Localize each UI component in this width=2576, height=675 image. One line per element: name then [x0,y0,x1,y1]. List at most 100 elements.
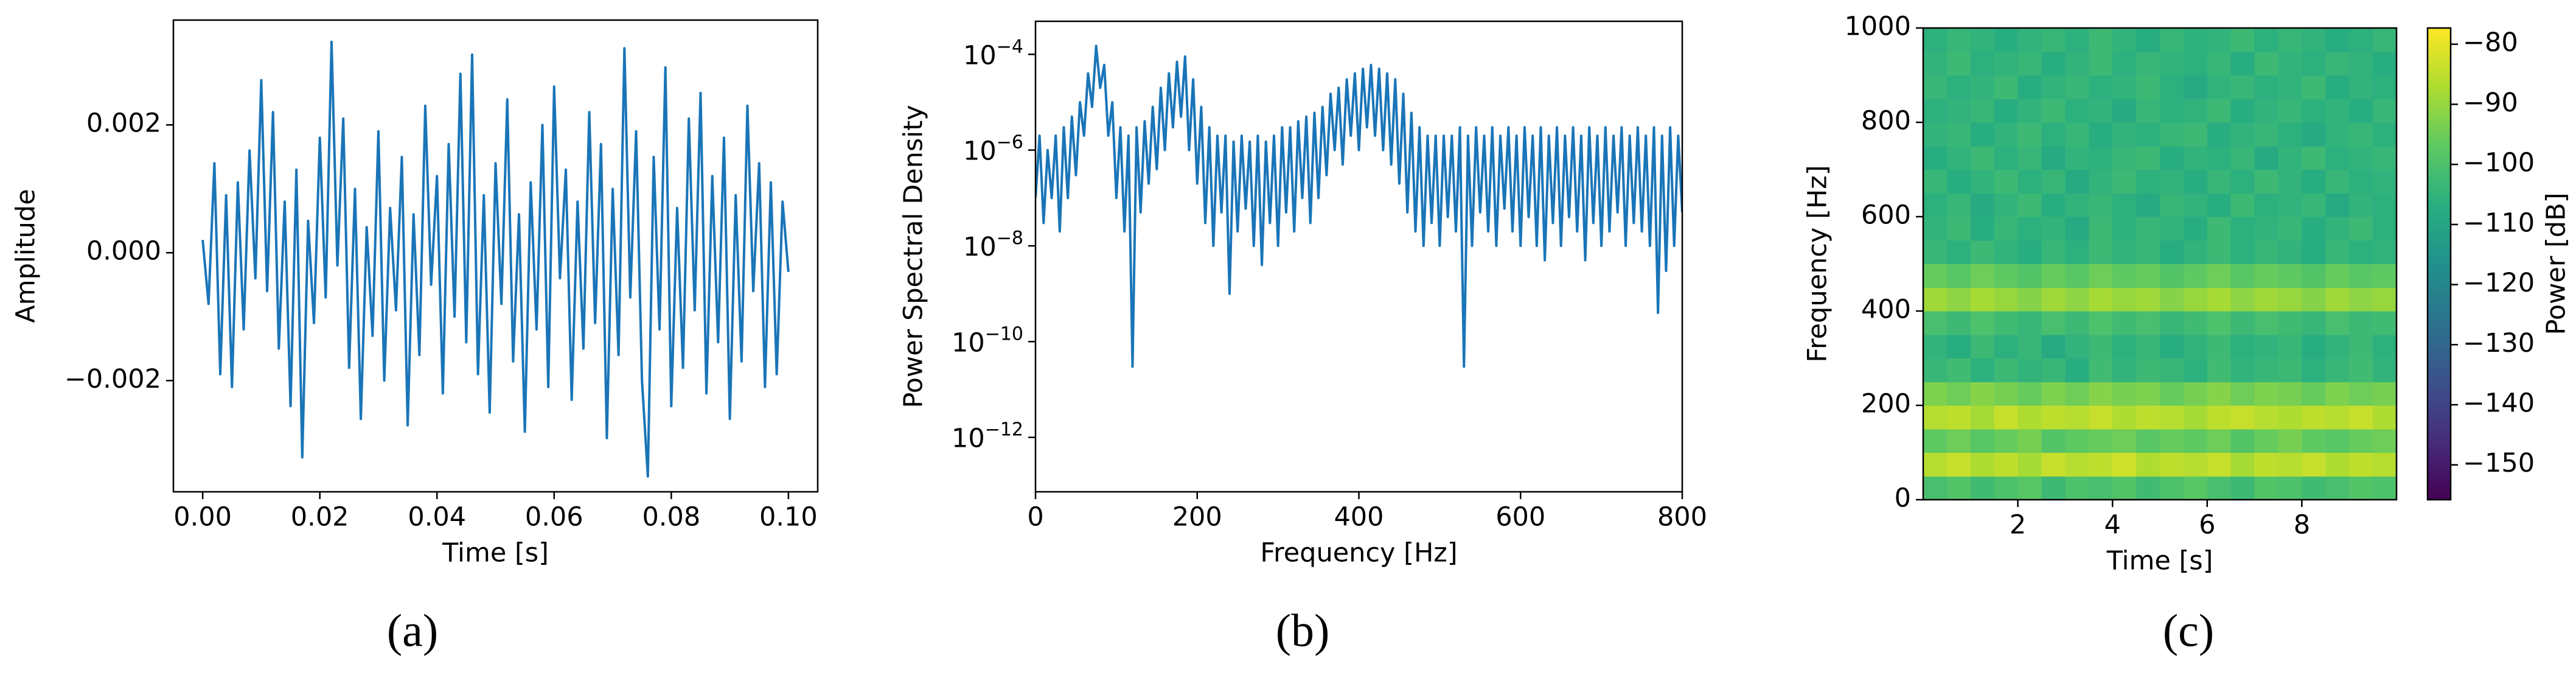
heatmap-cell [2017,358,2042,382]
heatmap-cell [2136,264,2160,288]
heatmap-cell [1994,405,2019,430]
heatmap-cell [2349,240,2373,265]
heatmap-cell [2230,405,2255,430]
heatmap-cell [1923,334,1948,359]
heatmap-cell [2089,75,2113,99]
heatmap-cell [2230,28,2255,52]
heatmap-cell [2065,75,2089,99]
heatmap-cell [2207,264,2232,288]
heatmap-cell [2089,28,2113,52]
heatmap-cell [2160,264,2184,288]
heatmap-cell [2089,145,2113,170]
heatmap-cell [1946,358,1971,382]
heatmap-cell [1946,452,1971,477]
heatmap-cell [2373,169,2397,194]
heatmap-cell [2041,264,2066,288]
heatmap-cell [2017,169,2042,194]
heatmap-cell [2230,476,2255,500]
heatmap-cell [2017,217,2042,241]
heatmap-cell [2254,382,2279,406]
caption: (a) [387,605,438,656]
heatmap-cell [2017,452,2042,477]
heatmap-cell [2302,169,2326,194]
heatmap-cell [2254,287,2279,312]
heatmap-cell [1970,358,1995,382]
heatmap-cell [1994,28,2019,52]
heatmap-cell [2136,287,2160,312]
heatmap-cell [2136,311,2160,335]
heatmap-cell [2089,476,2113,500]
heatmap-cell [2041,217,2066,241]
heatmap-cell [1994,428,2019,453]
heatmap-cell [2230,358,2255,382]
heatmap-cell [2207,169,2232,194]
heatmap-cell [2160,193,2184,217]
heatmap-cell [2136,217,2160,241]
heatmap-cell [2349,169,2373,194]
heatmap-cell [2230,193,2255,217]
heatmap-cell [2278,99,2302,123]
heatmap-cell [2349,476,2373,500]
heatmap-cell [2230,169,2255,194]
heatmap-cell [2278,51,2302,76]
heatmap-cell [2254,217,2279,241]
heatmap-cell [1923,358,1948,382]
heatmap-cell [2112,240,2137,265]
heatmap-cell [2017,382,2042,406]
heatmap-cell [2041,145,2066,170]
heatmap-cell [2302,240,2326,265]
heatmap-cell [2278,476,2302,500]
heatmap-cell [2207,99,2232,123]
heatmap-cell [2254,51,2279,76]
heatmap-cell [2183,287,2208,312]
heatmap-cell [2160,334,2184,359]
heatmap-cell [2136,334,2160,359]
heatmap-cell [1994,51,2019,76]
heatmap-cell [1923,428,1948,453]
heatmap-cell [2065,217,2089,241]
heatmap-cell [2373,287,2397,312]
heatmap-cell [2160,240,2184,265]
heatmap-cell [2089,405,2113,430]
heatmap-cell [2183,51,2208,76]
y-tick-label: 10−10 [952,323,1023,358]
heatmap-cell [2112,51,2137,76]
heatmap-cell [1946,28,1971,52]
heatmap-cell [2183,311,2208,335]
heatmap-cell [2302,287,2326,312]
heatmap-cell [1970,169,1995,194]
heatmap-cell [2373,311,2397,335]
colorbar-tick-label: −110 [2463,208,2535,238]
heatmap-cell [2325,476,2350,500]
heatmap-cell [2254,75,2279,99]
heatmap-cell [2278,334,2302,359]
heatmap-cell [2112,428,2137,453]
heatmap-cell [2373,122,2397,147]
heatmap-cell [2065,428,2089,453]
y-tick-label: 10−4 [963,36,1023,71]
caption: (b) [1276,605,1330,656]
heatmap-cell [1946,405,1971,430]
heatmap-cell [1994,358,2019,382]
heatmap-cell [2112,145,2137,170]
heatmap-cell [2325,75,2350,99]
heatmap-cell [2207,476,2232,500]
heatmap-cell [2041,75,2066,99]
heatmap-cell [2207,75,2232,99]
heatmap-cell [2278,452,2302,477]
heatmap-cell [2254,99,2279,123]
heatmap-cell [2041,311,2066,335]
heatmap-cell [2349,75,2373,99]
heatmap-cell [2041,99,2066,123]
heatmap-cell [2230,122,2255,147]
heatmap-cell [2136,405,2160,430]
heatmap-cell [2349,334,2373,359]
heatmap-cell [1923,28,1948,52]
signal-line [1036,44,1682,368]
heatmap-cell [1946,311,1971,335]
heatmap-cell [2373,240,2397,265]
heatmap-cell [2183,452,2208,477]
heatmap-cell [2017,405,2042,430]
heatmap-cell [2160,382,2184,406]
heatmap-cell [2302,99,2326,123]
